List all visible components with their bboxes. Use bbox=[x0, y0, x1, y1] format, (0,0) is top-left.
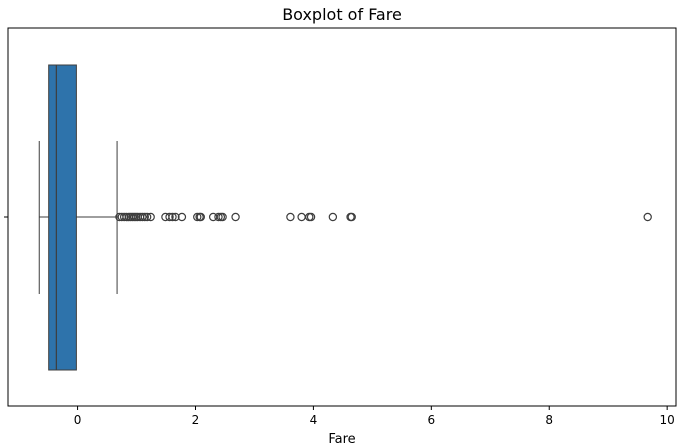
x-tick-label: 2 bbox=[192, 413, 200, 427]
outlier-point bbox=[119, 212, 129, 222]
iqr-box bbox=[48, 64, 77, 371]
outlier-point bbox=[193, 212, 202, 222]
outlier-point bbox=[218, 212, 227, 222]
outlier-point bbox=[286, 212, 295, 222]
outlier-point bbox=[140, 212, 149, 222]
x-axis-ticks: 0 2 4 6 8 10 bbox=[74, 406, 675, 427]
outlier-point bbox=[165, 212, 174, 222]
outlier-point bbox=[328, 212, 338, 222]
x-tick-label: 4 bbox=[310, 413, 318, 427]
outlier-point bbox=[347, 212, 356, 222]
x-axis-label: Fare bbox=[328, 432, 355, 446]
outlier-point bbox=[168, 212, 177, 222]
x-tick-label: 6 bbox=[428, 413, 436, 427]
outlier-point bbox=[146, 212, 155, 222]
x-tick-label: 10 bbox=[660, 413, 675, 427]
chart-title: Boxplot of Fare bbox=[282, 5, 402, 24]
outlier-point bbox=[306, 212, 316, 222]
outlier-point bbox=[196, 212, 205, 222]
outlier-point bbox=[138, 212, 147, 222]
plot-area-frame bbox=[7, 27, 677, 407]
outlier-point bbox=[214, 212, 223, 222]
outlier-point bbox=[142, 212, 152, 222]
plot-layer bbox=[38, 64, 652, 371]
x-tick-label: 0 bbox=[74, 413, 82, 427]
outlier-point bbox=[643, 212, 652, 222]
x-tick-label: 8 bbox=[545, 413, 553, 427]
outlier-point bbox=[177, 212, 187, 222]
outlier-point bbox=[171, 212, 180, 222]
outlier-point bbox=[231, 212, 240, 222]
